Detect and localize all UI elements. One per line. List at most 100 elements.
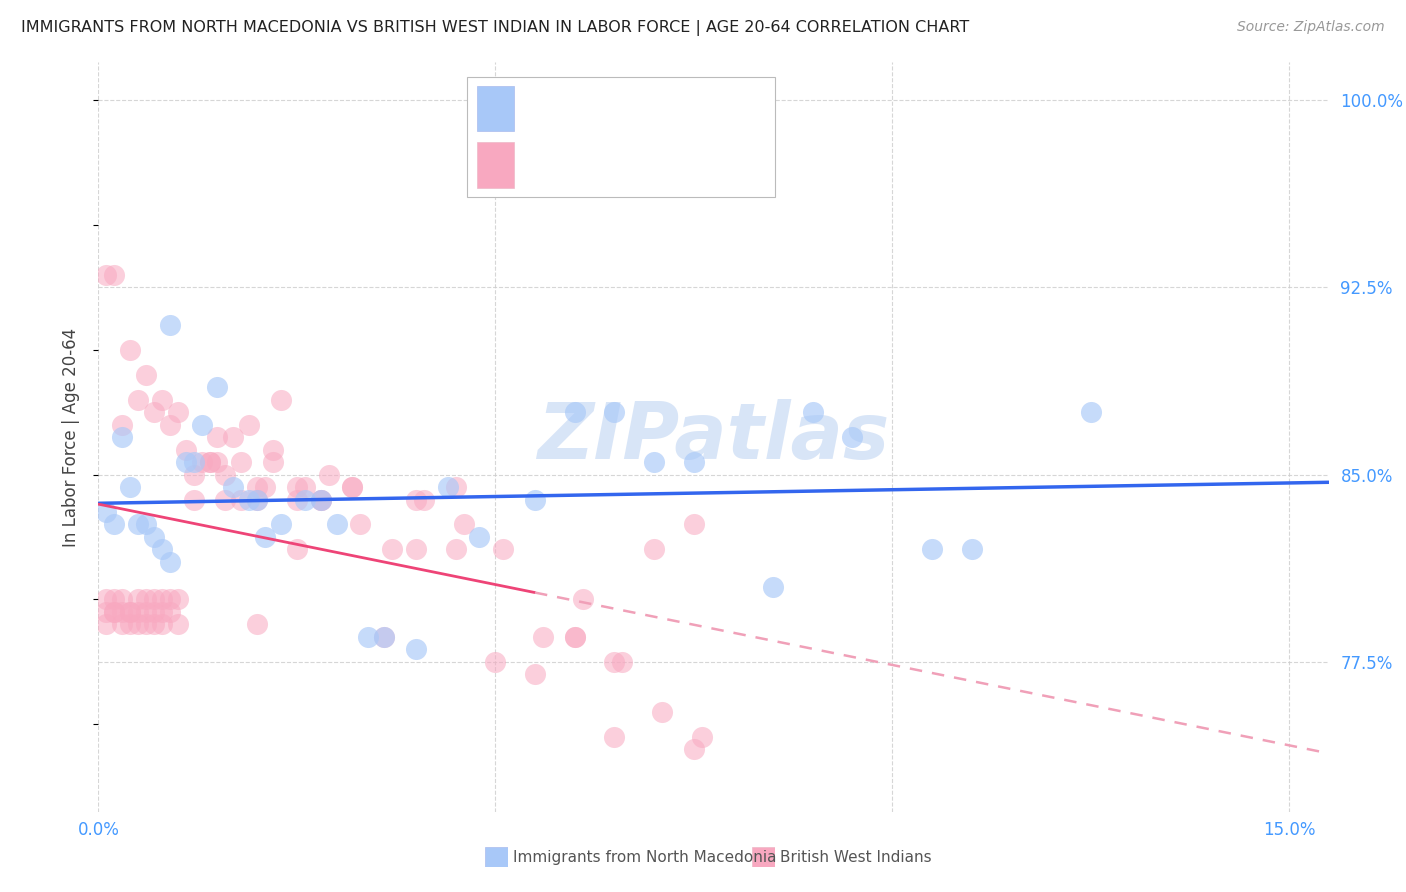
Point [841, 430, 863, 444]
Point [190, 455, 212, 469]
Point [103, 605, 125, 619]
Point [207, 430, 229, 444]
Point [643, 455, 665, 469]
Point [960, 542, 983, 557]
Point [135, 368, 157, 382]
Point [103, 517, 125, 532]
Point [309, 492, 332, 507]
Point [1080, 405, 1102, 419]
Point [262, 455, 284, 469]
Point [222, 480, 245, 494]
Point [285, 492, 308, 507]
Point [150, 542, 173, 557]
Point [444, 542, 467, 557]
Point [120, 605, 142, 619]
Point [373, 630, 395, 644]
Point [174, 442, 197, 457]
Point [111, 417, 134, 432]
Point [103, 605, 125, 619]
Point [564, 630, 586, 644]
Point [412, 492, 434, 507]
Point [214, 492, 236, 507]
Point [222, 430, 245, 444]
Point [127, 617, 149, 632]
Point [254, 480, 277, 494]
Point [150, 605, 173, 619]
Point [135, 605, 157, 619]
Point [523, 667, 546, 681]
Point [682, 517, 704, 532]
Point [96, 592, 118, 607]
Point [143, 405, 166, 419]
Point [246, 480, 269, 494]
Point [309, 492, 332, 507]
Point [166, 592, 188, 607]
Point [96, 505, 118, 519]
Point [254, 530, 277, 544]
Point [238, 417, 260, 432]
Point [762, 580, 785, 594]
Point [135, 517, 157, 532]
Point [405, 542, 427, 557]
Point [111, 430, 134, 444]
Point [159, 605, 181, 619]
Point [231, 455, 253, 469]
Point [96, 268, 118, 282]
Point [643, 542, 665, 557]
Point [246, 492, 269, 507]
Point [238, 492, 260, 507]
Point [103, 268, 125, 282]
Point [143, 605, 166, 619]
Point [166, 405, 188, 419]
Point [159, 417, 181, 432]
Point [150, 592, 173, 607]
Point [111, 592, 134, 607]
Point [198, 455, 221, 469]
Point [143, 617, 166, 632]
Point [120, 617, 142, 632]
Point [214, 467, 236, 482]
Point [285, 480, 308, 494]
Point [436, 480, 458, 494]
Text: Source: ZipAtlas.com: Source: ZipAtlas.com [1237, 20, 1385, 34]
Point [96, 605, 118, 619]
Point [325, 517, 347, 532]
Text: IMMIGRANTS FROM NORTH MACEDONIA VS BRITISH WEST INDIAN IN LABOR FORCE | AGE 20-6: IMMIGRANTS FROM NORTH MACEDONIA VS BRITI… [21, 20, 969, 36]
Y-axis label: In Labor Force | Age 20-64: In Labor Force | Age 20-64 [62, 327, 80, 547]
Point [127, 517, 149, 532]
Point [231, 492, 253, 507]
Point [294, 492, 316, 507]
Point [127, 605, 149, 619]
Point [921, 542, 943, 557]
Point [120, 480, 142, 494]
Point [262, 442, 284, 457]
Point [198, 455, 221, 469]
Point [484, 655, 506, 669]
Point [357, 630, 380, 644]
Point [135, 592, 157, 607]
Point [96, 617, 118, 632]
Point [523, 492, 546, 507]
Point [612, 655, 634, 669]
Point [183, 455, 205, 469]
Text: British West Indians: British West Indians [780, 850, 932, 864]
Point [349, 517, 371, 532]
Point [651, 705, 673, 719]
Point [150, 617, 173, 632]
Point [150, 392, 173, 407]
Point [159, 592, 181, 607]
Point [285, 542, 308, 557]
Point [603, 730, 626, 744]
Text: ZIPatlas: ZIPatlas [537, 399, 890, 475]
Point [183, 492, 205, 507]
Point [682, 455, 704, 469]
Point [309, 492, 332, 507]
Point [270, 517, 292, 532]
Point [801, 405, 824, 419]
Point [183, 467, 205, 482]
Point [166, 617, 188, 632]
Point [135, 617, 157, 632]
Point [143, 592, 166, 607]
Point [174, 455, 197, 469]
Point [127, 392, 149, 407]
